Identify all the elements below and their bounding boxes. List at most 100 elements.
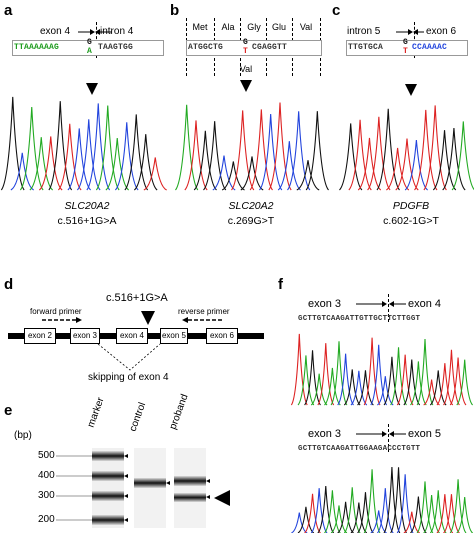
trace-peak xyxy=(57,123,82,191)
trace-peak xyxy=(305,111,329,191)
chromatogram-b xyxy=(175,102,329,191)
mutation-name: c.602-1G>T xyxy=(383,215,439,227)
exon-label: exon 4 xyxy=(40,26,71,37)
junction-sequence: GCTTGTCAAGATTGTTGCTTCTTGGT xyxy=(298,315,421,323)
trace-peak xyxy=(357,492,374,533)
trace-peak xyxy=(86,103,111,191)
sequence-alt: A xyxy=(87,47,93,56)
trace-peak xyxy=(330,341,348,406)
exon-box: exon 3 xyxy=(70,328,100,344)
exon-box: exon 5 xyxy=(160,328,188,344)
trace-peak xyxy=(442,128,466,191)
trace-peak xyxy=(343,487,361,533)
trace-peak xyxy=(339,123,363,191)
trace-peak xyxy=(377,376,394,406)
chromatogram-c xyxy=(339,105,474,191)
trace-peak xyxy=(414,109,438,191)
right-exon-label: exon 5 xyxy=(408,428,442,440)
trace-peak xyxy=(357,137,382,191)
trace-peak xyxy=(317,343,335,406)
trace-peak xyxy=(133,134,158,191)
trace-peak xyxy=(143,157,167,191)
intron-label: intron 4 xyxy=(100,26,134,37)
trace-peak xyxy=(304,493,321,533)
trace-peak xyxy=(291,512,308,533)
trace-peak xyxy=(76,119,101,191)
trace-peak xyxy=(350,502,368,533)
exon-box: exon 2 xyxy=(24,328,56,344)
sequence-right: CCAAAAC xyxy=(412,43,448,52)
trace-peak xyxy=(184,120,208,191)
junction-sequence: GCTTGTCAAGATTGGAAGACCCTGTT xyxy=(298,445,421,453)
alt-amino-acid: Val xyxy=(239,64,253,74)
trace-peak xyxy=(296,160,320,191)
trace-peak xyxy=(386,147,410,191)
codon-label: Ala xyxy=(221,22,235,32)
codon-label: Met xyxy=(192,22,208,32)
panel-a-arrows xyxy=(78,29,112,35)
mutation-name: c.516+1G>A xyxy=(57,215,117,227)
trace-peak xyxy=(330,505,348,533)
ladder-label: 300 xyxy=(38,490,55,501)
trace-peak xyxy=(432,130,457,191)
mutation-name: c.516+1G>A xyxy=(106,292,168,304)
sequence-left: ATGGCTG xyxy=(188,43,224,52)
trace-peak xyxy=(436,494,454,533)
trace-peak xyxy=(451,121,474,191)
trace-peak xyxy=(416,339,434,406)
sequence-box xyxy=(346,40,468,56)
left-exon-label: exon 3 xyxy=(308,428,342,440)
trace-peak xyxy=(390,467,407,533)
chromatogram-f-top xyxy=(290,333,474,406)
trace-peak xyxy=(416,481,434,533)
trace-peak xyxy=(367,116,391,191)
trace-peak xyxy=(287,111,311,191)
trace-peak xyxy=(350,370,368,406)
codon-label: Val xyxy=(299,22,313,32)
trace-peak xyxy=(324,367,341,406)
trace-peak xyxy=(396,474,414,533)
sequence-ref: G xyxy=(243,38,249,47)
trace-peak xyxy=(370,344,388,406)
sequence-box xyxy=(12,40,164,56)
trace-peak xyxy=(337,501,354,533)
chromatogram-f-bottom xyxy=(291,467,474,533)
skipped-band-arrow-icon xyxy=(214,490,230,506)
trace-peak xyxy=(363,337,381,406)
trace-peak xyxy=(203,121,227,191)
skipping-label: skipping of exon 4 xyxy=(88,372,169,383)
mutation-arrow-icon xyxy=(86,83,98,95)
sequence-ref: G xyxy=(403,38,409,47)
codon-label: Gly xyxy=(247,22,261,32)
panel-letter-f: f xyxy=(278,276,283,293)
sequence-alt: T xyxy=(243,47,249,56)
mutation-name: c.269G>T xyxy=(227,215,275,227)
trace-peak xyxy=(249,109,273,191)
exon-box: exon 4 xyxy=(116,328,148,344)
panel-c-arrows xyxy=(396,29,424,35)
trace-peak xyxy=(221,161,245,191)
sequence-left: TTAAAAAAG xyxy=(14,43,60,52)
trace-peak xyxy=(410,361,427,406)
trace-peak xyxy=(310,373,328,406)
trace-peak xyxy=(0,96,25,191)
trace-peak xyxy=(456,359,474,406)
trace-peak xyxy=(376,108,400,191)
trace-peak xyxy=(317,486,335,533)
mutation-arrow-icon xyxy=(405,84,417,96)
trace-peak xyxy=(212,155,236,191)
trace-peak xyxy=(124,114,149,191)
trace-peak xyxy=(175,104,199,191)
panel-letter-d: d xyxy=(4,276,14,293)
right-exon-label: exon 4 xyxy=(408,298,442,310)
trace-peak xyxy=(390,347,407,406)
trace-peak xyxy=(105,137,130,191)
ladder-label: 400 xyxy=(38,470,55,481)
sequence-box xyxy=(186,40,322,56)
boundary-line xyxy=(388,424,389,452)
trace-peak xyxy=(436,363,454,406)
gene-name: SLC20A2 xyxy=(64,200,110,212)
trace-peak xyxy=(240,156,264,191)
